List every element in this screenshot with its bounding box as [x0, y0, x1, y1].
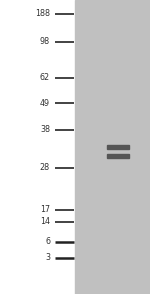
Bar — [107, 145, 129, 149]
Text: 62: 62 — [40, 74, 50, 83]
Text: 98: 98 — [40, 38, 50, 46]
Bar — [75, 0, 150, 294]
Text: 3: 3 — [45, 253, 50, 263]
Text: 28: 28 — [40, 163, 50, 173]
Text: 38: 38 — [40, 126, 50, 134]
Bar — [0, 0, 75, 294]
Text: 49: 49 — [40, 98, 50, 108]
Text: 17: 17 — [40, 206, 50, 215]
Text: 188: 188 — [35, 9, 50, 19]
Bar — [107, 154, 129, 158]
Text: 14: 14 — [40, 218, 50, 226]
Text: 6: 6 — [45, 238, 50, 246]
